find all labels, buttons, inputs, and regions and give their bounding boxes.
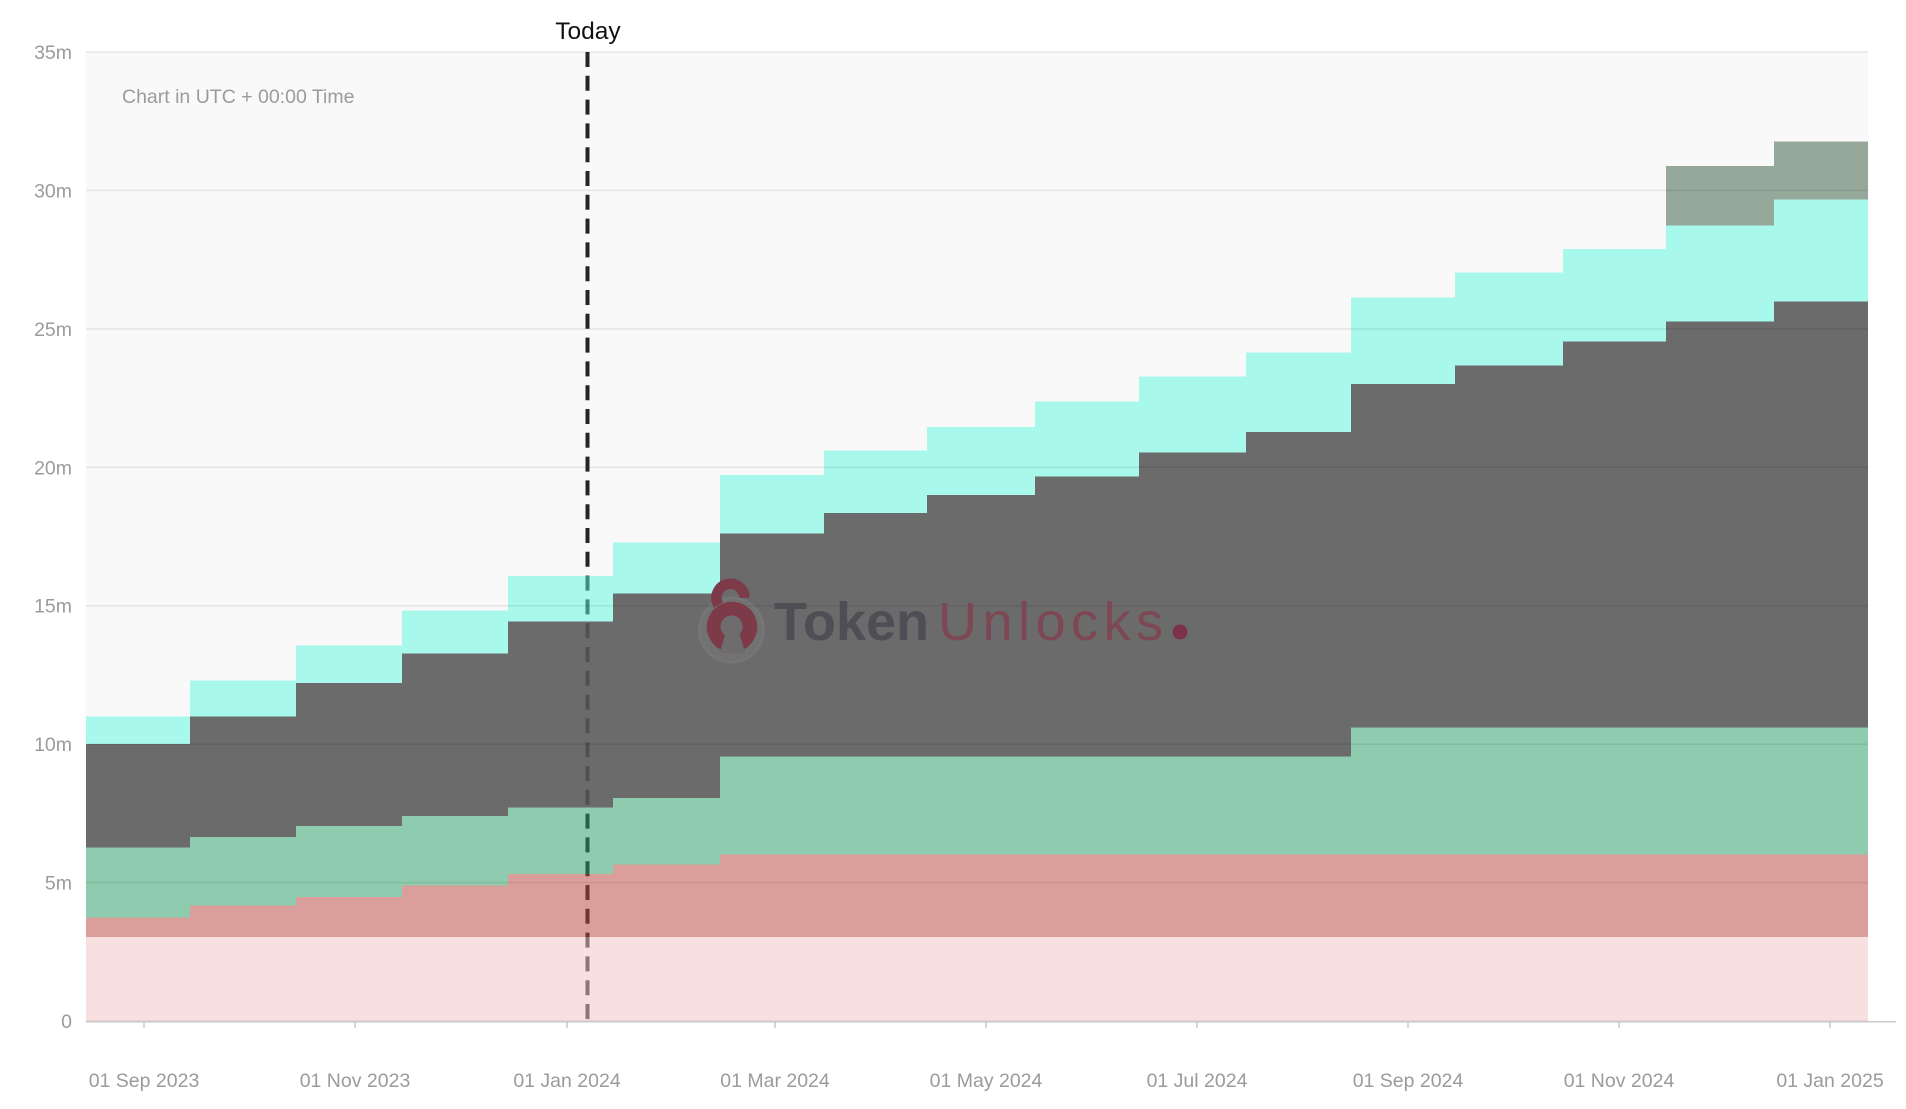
svg-text:01 Sep 2024: 01 Sep 2024 — [1353, 1070, 1464, 1092]
svg-text:30m: 30m — [34, 180, 72, 202]
svg-text:01 May 2024: 01 May 2024 — [930, 1070, 1043, 1092]
svg-text:10m: 10m — [34, 734, 72, 756]
svg-text:25m: 25m — [34, 319, 72, 341]
svg-text:01 Jan 2024: 01 Jan 2024 — [513, 1070, 621, 1092]
svg-text:01 Nov 2024: 01 Nov 2024 — [1564, 1070, 1675, 1092]
svg-text:01 Nov 2023: 01 Nov 2023 — [300, 1070, 411, 1092]
svg-text:5m: 5m — [45, 873, 72, 895]
svg-text:01 Sep 2023: 01 Sep 2023 — [89, 1070, 200, 1092]
svg-text:Today: Today — [555, 18, 621, 45]
svg-text:0: 0 — [61, 1011, 72, 1033]
svg-text:15m: 15m — [34, 596, 72, 618]
svg-text:Unlocks: Unlocks — [938, 592, 1169, 652]
svg-text:01 Mar 2024: 01 Mar 2024 — [720, 1070, 830, 1092]
svg-text:35m: 35m — [34, 42, 72, 64]
svg-text:01 Jan 2025: 01 Jan 2025 — [1776, 1070, 1884, 1092]
svg-text:Token: Token — [774, 592, 929, 652]
svg-text:20m: 20m — [34, 457, 72, 479]
svg-text:01 Jul 2024: 01 Jul 2024 — [1147, 1070, 1248, 1092]
svg-text:Chart in UTC + 00:00 Time: Chart in UTC + 00:00 Time — [122, 86, 354, 108]
